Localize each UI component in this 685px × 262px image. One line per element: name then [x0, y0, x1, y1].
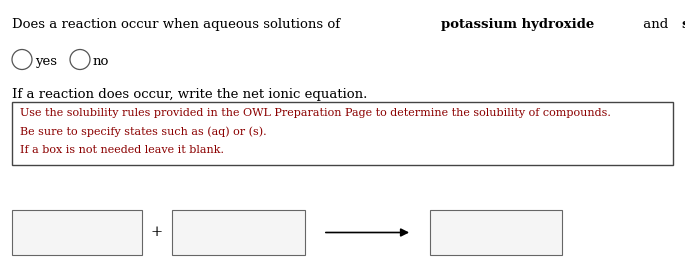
Text: yes: yes: [35, 55, 57, 68]
Bar: [172, 210, 305, 255]
Text: If a reaction does occur, write the net ionic equation.: If a reaction does occur, write the net …: [12, 88, 367, 101]
Bar: [430, 210, 562, 255]
Bar: [12, 102, 673, 165]
Text: If a box is not needed leave it blank.: If a box is not needed leave it blank.: [20, 145, 224, 155]
Text: Does a reaction occur when aqueous solutions of: Does a reaction occur when aqueous solut…: [12, 18, 345, 31]
Text: and: and: [638, 18, 672, 31]
Text: sodium nitrate: sodium nitrate: [682, 18, 685, 31]
Bar: [12, 210, 142, 255]
Text: potassium hydroxide: potassium hydroxide: [441, 18, 594, 31]
Text: +: +: [151, 226, 163, 239]
Text: no: no: [93, 55, 110, 68]
Text: Be sure to specify states such as (aq) or (s).: Be sure to specify states such as (aq) o…: [20, 127, 266, 137]
Text: Use the solubility rules provided in the OWL Preparation Page to determine the s: Use the solubility rules provided in the…: [20, 108, 611, 118]
